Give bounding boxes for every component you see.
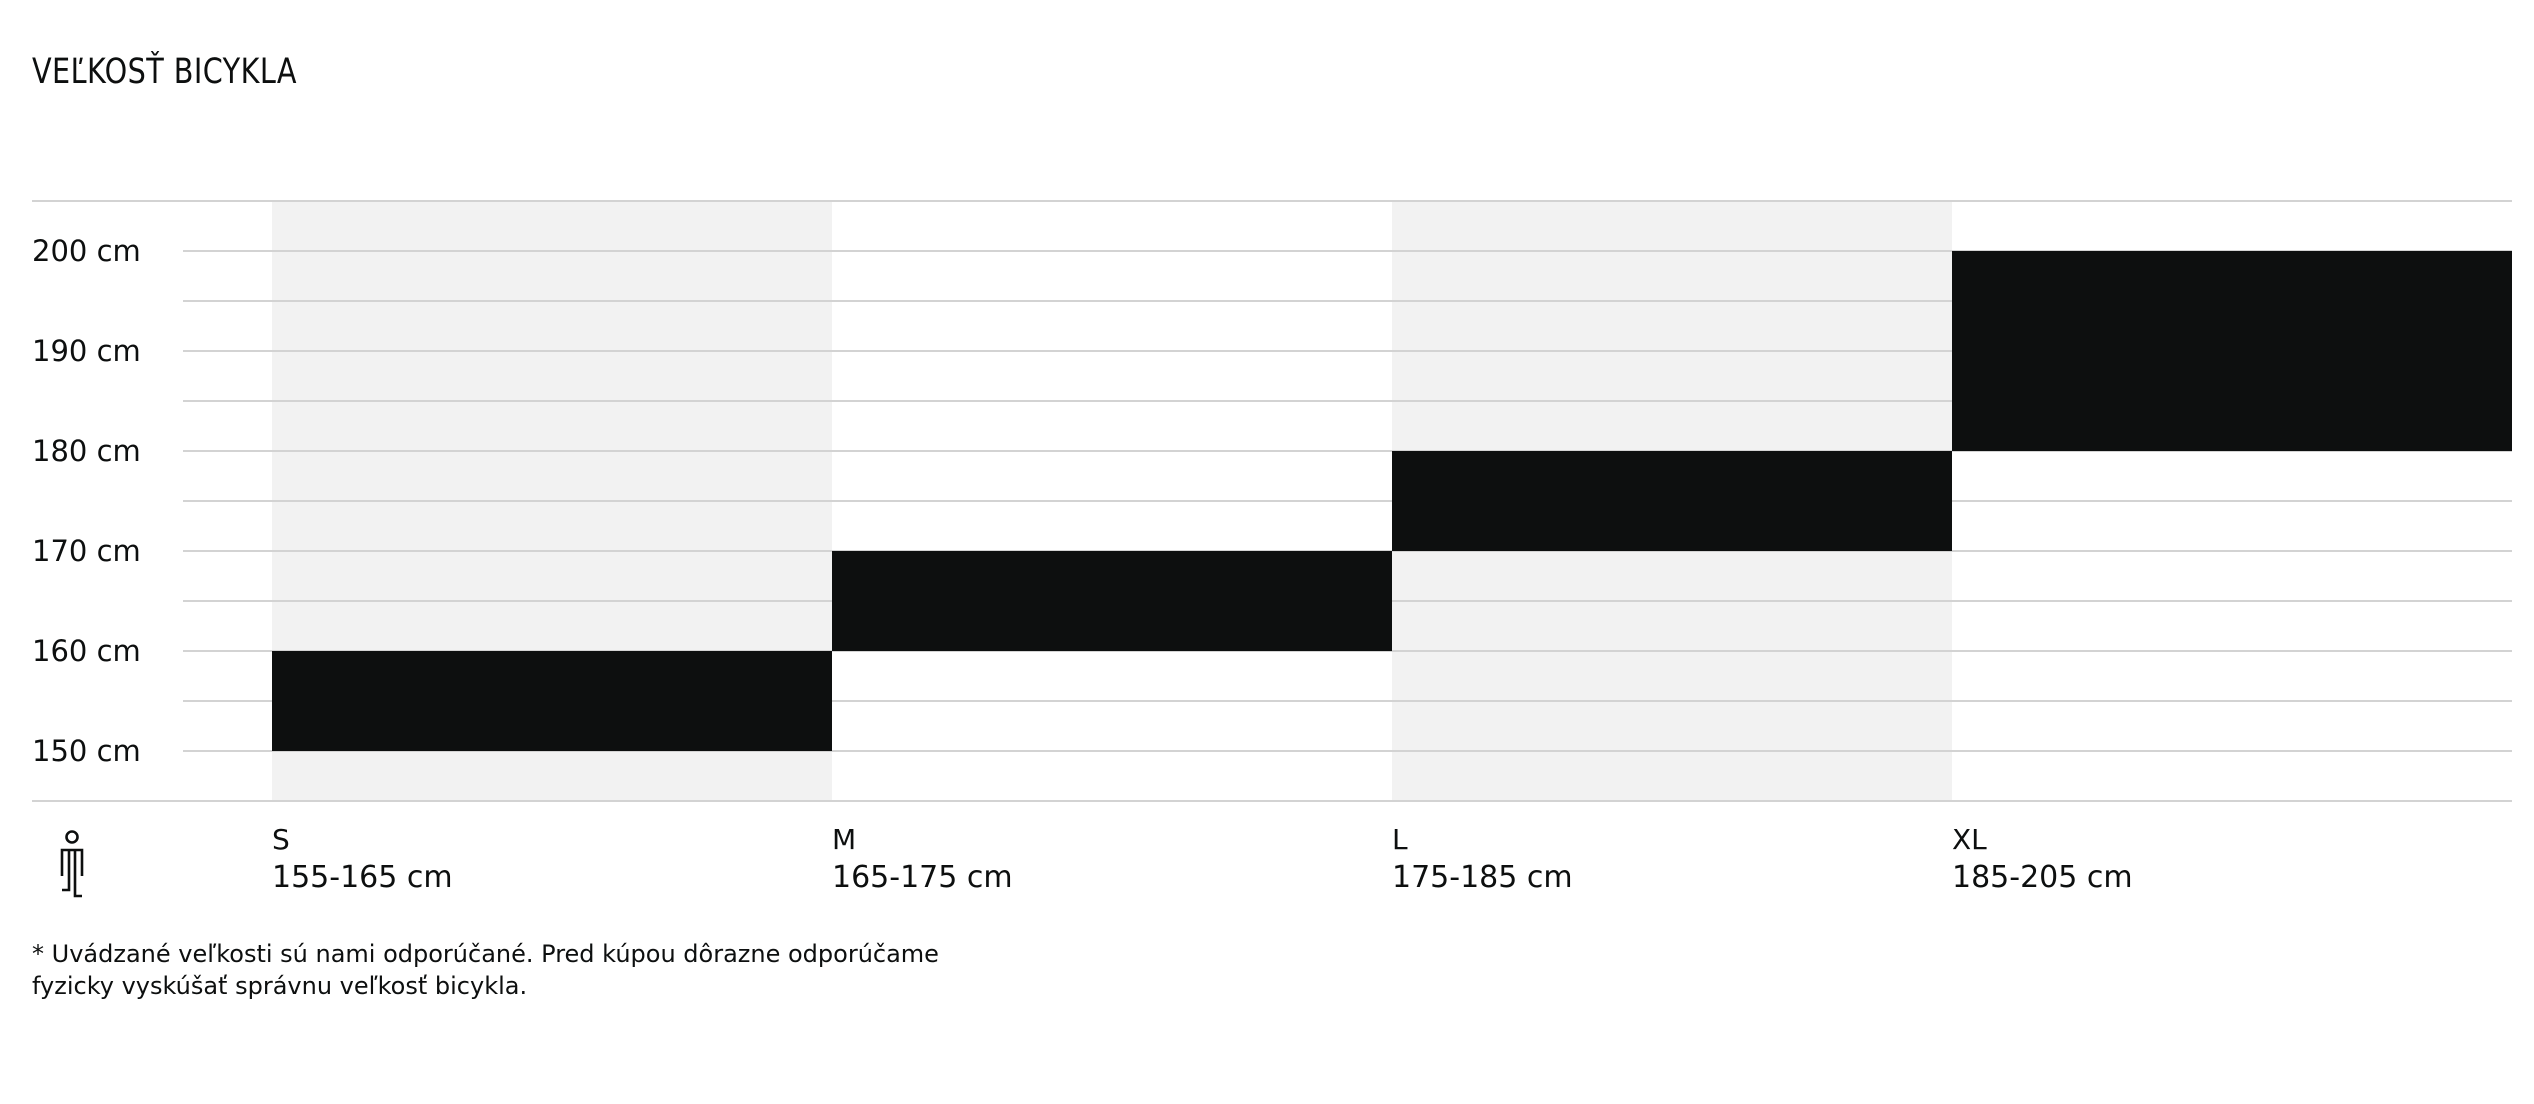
size-name: S: [272, 823, 290, 856]
size-name: XL: [1952, 823, 1987, 856]
person-standing-icon: [60, 830, 84, 898]
footnote-line: fyzicky vyskúšať správnu veľkosť bicykla…: [32, 972, 528, 1000]
page-title: VEĽKOSŤ BICYKLA: [32, 52, 297, 92]
size-height-range: 175-185 cm: [1392, 860, 1573, 895]
size-label-m: M 165-175 cm: [832, 822, 1013, 898]
range-bar-l: [1392, 451, 1952, 551]
range-bar-xl: [1952, 251, 2512, 451]
y-tick-label: 200 cm: [32, 234, 141, 268]
size-height-range: 155-165 cm: [272, 860, 453, 895]
range-bar-s: [272, 651, 832, 751]
y-tick-label: 150 cm: [32, 734, 141, 768]
size-height-range: 165-175 cm: [832, 860, 1013, 895]
size-height-range: 185-205 cm: [1952, 860, 2133, 895]
range-bar-m: [832, 551, 1392, 651]
y-tick-label: 170 cm: [32, 534, 141, 568]
y-tick-label: 160 cm: [32, 634, 141, 668]
size-name: L: [1392, 823, 1408, 856]
footnote-line: * Uvádzané veľkosti sú nami odporúčané. …: [32, 940, 939, 968]
footnote: * Uvádzané veľkosti sú nami odporúčané. …: [32, 938, 1032, 1002]
y-tick-label: 190 cm: [32, 334, 141, 368]
size-name: M: [832, 823, 857, 856]
size-label-xl: XL 185-205 cm: [1952, 822, 2133, 898]
size-label-s: S 155-165 cm: [272, 822, 453, 898]
size-label-l: L 175-185 cm: [1392, 822, 1573, 898]
y-tick-label: 180 cm: [32, 434, 141, 468]
